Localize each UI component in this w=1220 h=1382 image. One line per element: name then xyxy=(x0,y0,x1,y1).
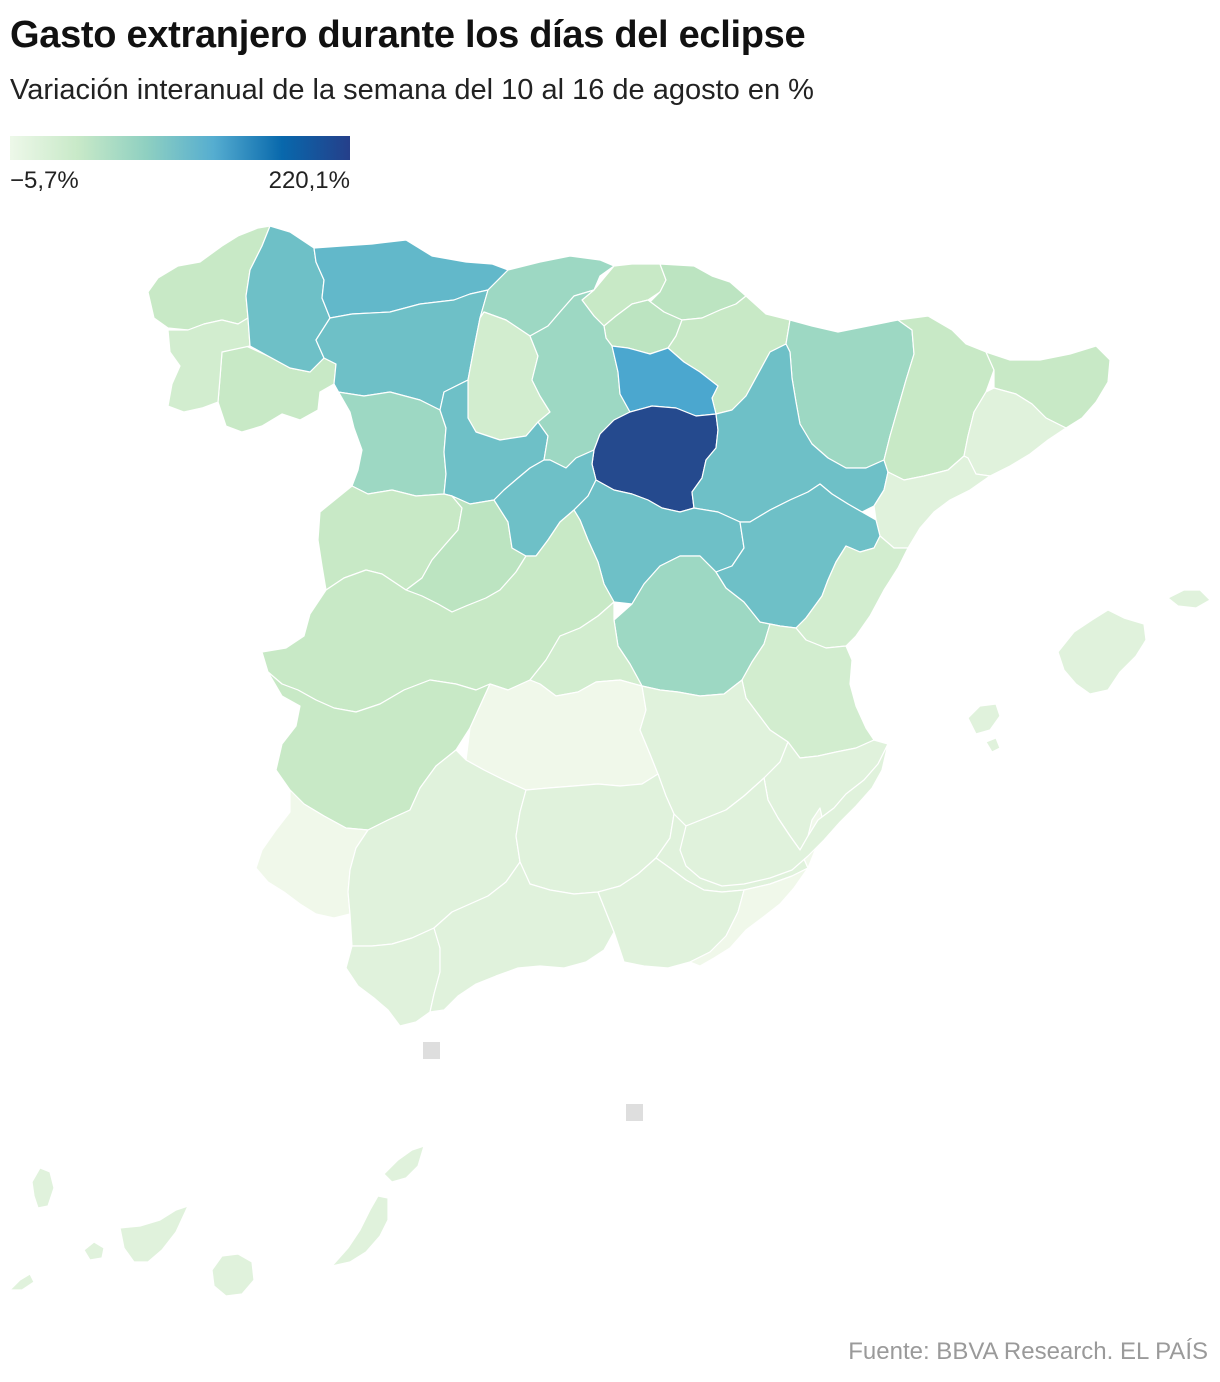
legend-gradient-bar xyxy=(10,136,350,160)
region-murcia xyxy=(679,743,889,887)
region-fuerteventura xyxy=(331,1195,389,1267)
chart-title: Gasto extranjero durante los días del ec… xyxy=(10,14,806,56)
region-el-hierro xyxy=(9,1273,35,1291)
color-legend: −5,7% 220,1% xyxy=(10,136,350,196)
legend-max-label: 220,1% xyxy=(268,167,350,194)
region-tenerife xyxy=(119,1205,189,1263)
region-castellon xyxy=(795,535,909,649)
region-ciudad-real xyxy=(465,679,659,791)
region-soria-east xyxy=(611,345,719,417)
region-huelva xyxy=(255,789,369,919)
region-galicia-west xyxy=(167,317,251,413)
legend-min-label: −5,7% xyxy=(10,167,79,194)
region-ceuta-marker xyxy=(423,1042,440,1059)
region-malaga xyxy=(429,861,615,1013)
region-ibiza xyxy=(967,703,1001,735)
region-lanzarote xyxy=(383,1145,425,1183)
region-la-gomera xyxy=(83,1241,105,1261)
region-gran-canaria xyxy=(211,1253,255,1297)
region-mallorca xyxy=(1057,609,1147,695)
region-la-palma xyxy=(31,1167,55,1209)
source-note: Fuente: BBVA Research. EL PAÍS xyxy=(848,1338,1208,1365)
region-barcelona xyxy=(963,387,1067,477)
chart-subtitle: Variación interanual de la semana del 10… xyxy=(10,74,814,106)
region-formentera xyxy=(985,737,1001,753)
region-tarragona xyxy=(873,455,991,549)
region-menorca xyxy=(1167,589,1211,609)
region-melilla-marker xyxy=(626,1104,643,1121)
